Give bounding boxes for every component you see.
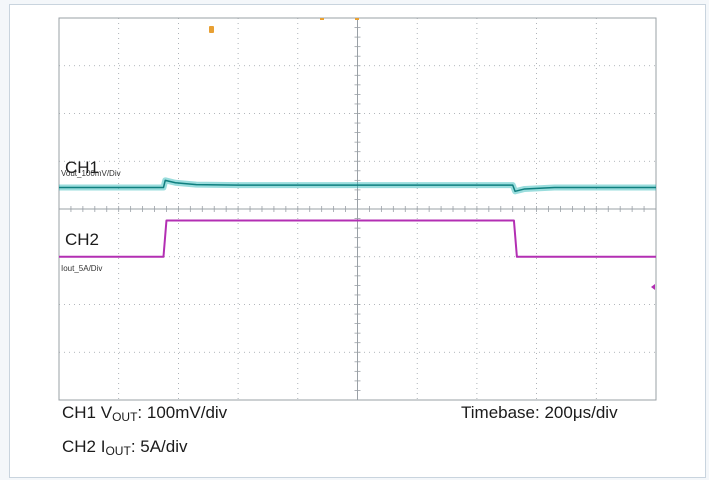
ch2-trace <box>59 219 656 258</box>
trigger-marker <box>209 26 214 33</box>
caption-timebase: Timebase: 200μs/div <box>461 403 618 422</box>
caption-ch1: CH1 VOUT: 100mV/div <box>62 403 228 424</box>
ch1-trace <box>59 179 656 193</box>
channel-scale-label-1: Vout_100mV/Div <box>61 169 121 178</box>
position-marker <box>320 18 324 20</box>
trigger-markers <box>209 18 655 290</box>
grid <box>58 17 657 401</box>
channel-name-2: CH2 <box>65 230 99 249</box>
channel-name-1: CH1 <box>65 158 99 177</box>
channel-scale-label-2: Iout_5A/Div <box>61 264 102 273</box>
caption-ch2: CH2 IOUT: 5A/div <box>62 437 188 458</box>
position-marker <box>355 18 359 20</box>
ch2-level-marker <box>651 284 655 290</box>
traces <box>59 177 656 258</box>
